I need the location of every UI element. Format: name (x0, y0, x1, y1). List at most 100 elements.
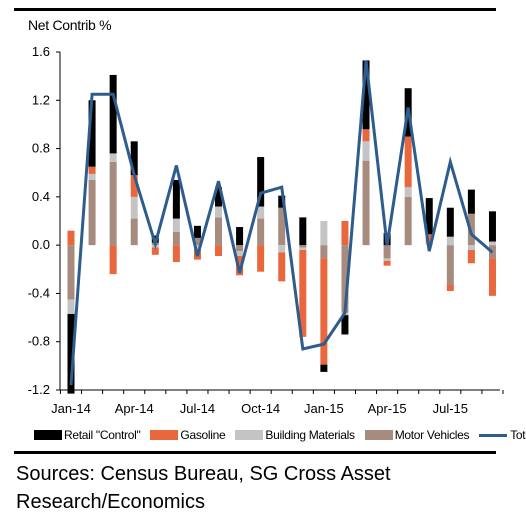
y-tick-label: 0.0 (32, 237, 50, 252)
y-tick-label: -0.4 (28, 285, 50, 300)
x-tick-label: Apr-15 (368, 401, 407, 416)
bar-segment-retail--control- (130, 141, 138, 176)
bar-segment-retail--control- (299, 217, 307, 246)
bar-segment-retail--control- (341, 315, 349, 335)
bar-segment-retail--control- (215, 187, 223, 207)
bar-segment-building-materials (404, 187, 412, 197)
bar-segment-gasoline (215, 245, 223, 257)
x-tick-label: Oct-14 (241, 401, 280, 416)
legend-swatch-retail-control (34, 430, 62, 440)
legend-swatch-motor-vehicles (364, 430, 393, 440)
bar-segment-retail--control- (362, 60, 370, 130)
bar-segment-gasoline (404, 136, 412, 188)
legend-item-gasoline: Gasoline (150, 428, 226, 442)
legend: Retail "Control" Gasoline Building Mater… (34, 428, 526, 442)
bar-segment-gasoline (278, 252, 286, 282)
legend-label-motor-vehicles: Motor Vehicles (394, 428, 470, 442)
legend-line-total (479, 433, 508, 437)
y-tick-label: 0.8 (32, 141, 50, 156)
legend-item-retail-control: Retail "Control" (34, 428, 141, 442)
bar-segment-motor-vehicles (278, 207, 286, 246)
bar-segment-building-materials (215, 206, 223, 218)
bar-segment-motor-vehicles (320, 245, 328, 259)
legend-swatch-building-materials (235, 430, 264, 440)
bar-segment-retail--control- (467, 189, 475, 214)
bar-segment-gasoline (236, 256, 244, 276)
bar-segment-motor-vehicles (236, 245, 244, 252)
bar-segment-motor-vehicles (193, 237, 201, 246)
bar-segment-motor-vehicles (257, 218, 265, 246)
bar-segment-building-materials (236, 251, 244, 257)
x-tick-label: Jan-14 (51, 401, 91, 416)
y-tick-label: -0.8 (28, 334, 50, 349)
bar-segment-building-materials (130, 196, 138, 219)
bar-segment-gasoline (130, 175, 138, 197)
bar-segment-retail--control- (425, 198, 433, 235)
bar-segment-gasoline (467, 249, 475, 264)
legend-swatch-gasoline (150, 430, 179, 440)
bar-segment-building-materials (172, 218, 180, 232)
bar-segment-motor-vehicles (404, 196, 412, 246)
bar-segment-building-materials (467, 245, 475, 250)
y-tick-label: 0.4 (32, 189, 50, 204)
bar-segment-building-materials (278, 245, 286, 253)
top-rule (14, 8, 496, 11)
bar-segment-building-materials (299, 247, 307, 250)
legend-label-retail-control: Retail "Control" (64, 428, 141, 442)
x-tick-label: Jan-15 (304, 401, 344, 416)
bar-segment-retail--control- (278, 195, 286, 208)
bar-segment-retail--control- (193, 225, 201, 238)
bar-segment-gasoline (299, 249, 307, 337)
legend-item-motor-vehicles: Motor Vehicles (364, 428, 470, 442)
bar-segment-gasoline (362, 129, 370, 142)
bar-segment-gasoline (320, 258, 328, 365)
x-tick-label: Apr-14 (115, 401, 154, 416)
bar-segment-gasoline (88, 166, 96, 174)
bar-segment-motor-vehicles (172, 231, 180, 246)
bar-segment-retail--control- (446, 207, 454, 237)
bar-segment-retail--control- (236, 227, 244, 246)
bar-segment-building-materials (488, 241, 496, 246)
bar-segment-gasoline (67, 230, 75, 246)
bar-segment-building-materials (320, 221, 328, 246)
legend-label-gasoline: Gasoline (180, 428, 226, 442)
legend-item-building-materials: Building Materials (235, 428, 355, 442)
legend-label-total: Total (510, 428, 526, 442)
legend-label-building-materials: Building Materials (265, 428, 355, 442)
bar-segment-motor-vehicles (341, 245, 349, 313)
bar-segment-retail--control- (320, 364, 328, 372)
bar-segment-motor-vehicles (362, 160, 370, 246)
bar-segment-retail--control- (172, 179, 180, 219)
sources-note: Sources: Census Bureau, SG Cross Asset R… (16, 463, 391, 513)
bar-segment-gasoline (109, 245, 117, 275)
bar-segment-building-materials (109, 153, 117, 162)
bar-segment-gasoline (425, 234, 433, 243)
y-tick-label: -1.2 (28, 382, 50, 397)
bar-segment-building-materials (362, 141, 370, 161)
bar-segment-building-materials (383, 258, 391, 261)
bar-segment-building-materials (88, 173, 96, 180)
bar-segment-retail--control- (67, 313, 75, 394)
legend-item-total: Total (479, 428, 526, 442)
y-axis-label: Net Contrib % (28, 17, 112, 33)
bar-segment-motor-vehicles (383, 245, 391, 259)
bar-segment-gasoline (151, 247, 159, 255)
bar-segment-building-materials (67, 299, 75, 314)
bar-segment-building-materials (257, 206, 265, 219)
x-tick-label: Jul-14 (180, 401, 215, 416)
bar-segment-gasoline (172, 245, 180, 263)
bar-segment-building-materials (446, 236, 454, 246)
bar-segment-motor-vehicles (446, 245, 454, 285)
bar-segment-retail--control- (257, 157, 265, 207)
bar-segment-motor-vehicles (88, 179, 96, 246)
bar-segment-retail--control- (488, 211, 496, 242)
bar-segment-retail--control- (109, 74, 117, 154)
separator-rule (14, 451, 496, 454)
bar-segment-gasoline (341, 221, 349, 246)
bar-segment-gasoline (446, 284, 454, 292)
y-tick-label: 1.6 (32, 44, 50, 59)
bar-segment-gasoline (383, 260, 391, 266)
bar-segment-motor-vehicles (215, 217, 223, 246)
bar-segment-building-materials (193, 245, 201, 250)
